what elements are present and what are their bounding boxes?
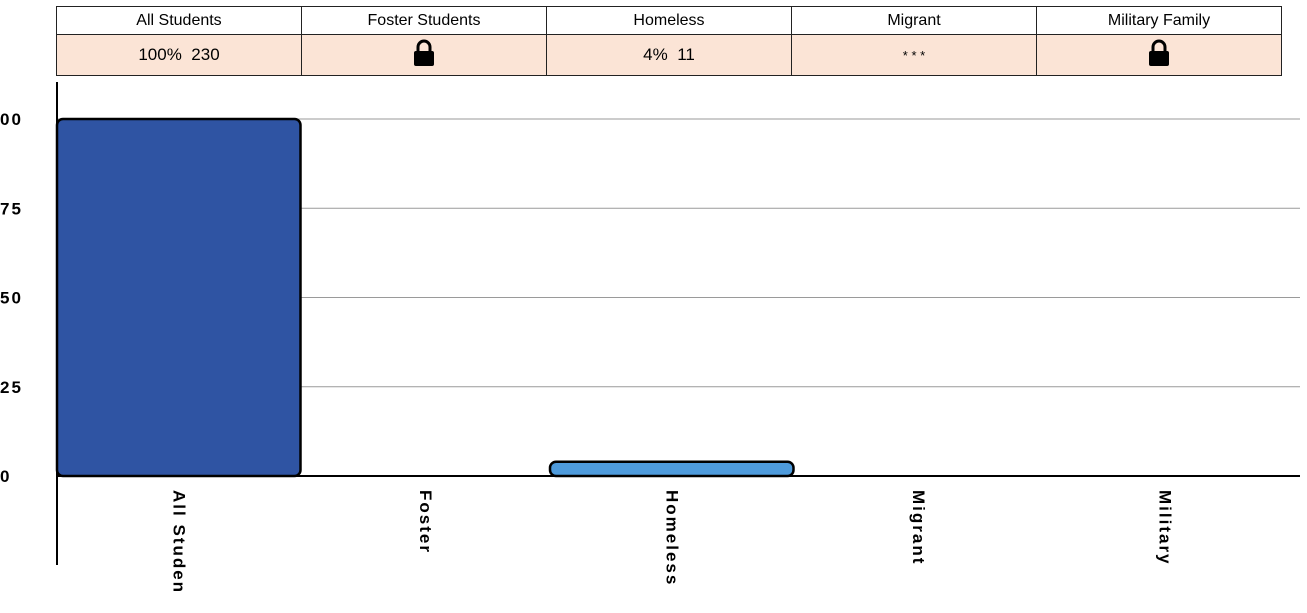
value-military-family [1036,34,1282,76]
x-tick-label: Homeless [662,490,681,586]
axes [56,82,1300,565]
header-military-family: Military Family [1036,6,1282,35]
header-migrant: Migrant [791,6,1037,35]
y-tick-label: 0 [0,467,11,486]
y-tick-label: 25 [0,378,23,397]
summary-value-row: 100% 230 4% 11 * * * [56,34,1282,76]
summary-table: All Students Foster Students Homeless Mi… [56,6,1282,76]
summary-header-row: All Students Foster Students Homeless Mi… [56,6,1282,35]
y-tick-labels: 0 25 50 75 00 [0,110,23,486]
x-tick-labels: All Studen Foster Homeless Migrant Military [169,490,1174,594]
suppressed-migrant: * * * [902,48,926,63]
y-tick-label: 75 [0,199,23,218]
lock-icon [413,39,435,72]
count-all-students: 230 [191,45,220,64]
x-tick-label: Foster [416,490,435,554]
bars [55,117,795,478]
value-all-students: 100% 230 [56,34,302,76]
header-all-students: All Students [56,6,302,35]
x-tick-label: Migrant [909,490,928,565]
bar-all-studen [55,117,302,478]
lock-icon [1148,39,1170,72]
count-homeless: 11 [677,45,695,64]
x-tick-label: Military [1155,490,1174,566]
y-tick-label: 50 [0,289,23,308]
y-tick-label: 00 [0,110,23,129]
percent-all-students: 100% [138,45,182,64]
bar-homeless [548,460,795,478]
value-foster-students [301,34,547,76]
x-tick-label: All Studen [169,490,188,594]
value-homeless: 4% 11 [546,34,792,76]
value-migrant: * * * [791,34,1037,76]
percent-homeless: 4% [643,45,668,64]
